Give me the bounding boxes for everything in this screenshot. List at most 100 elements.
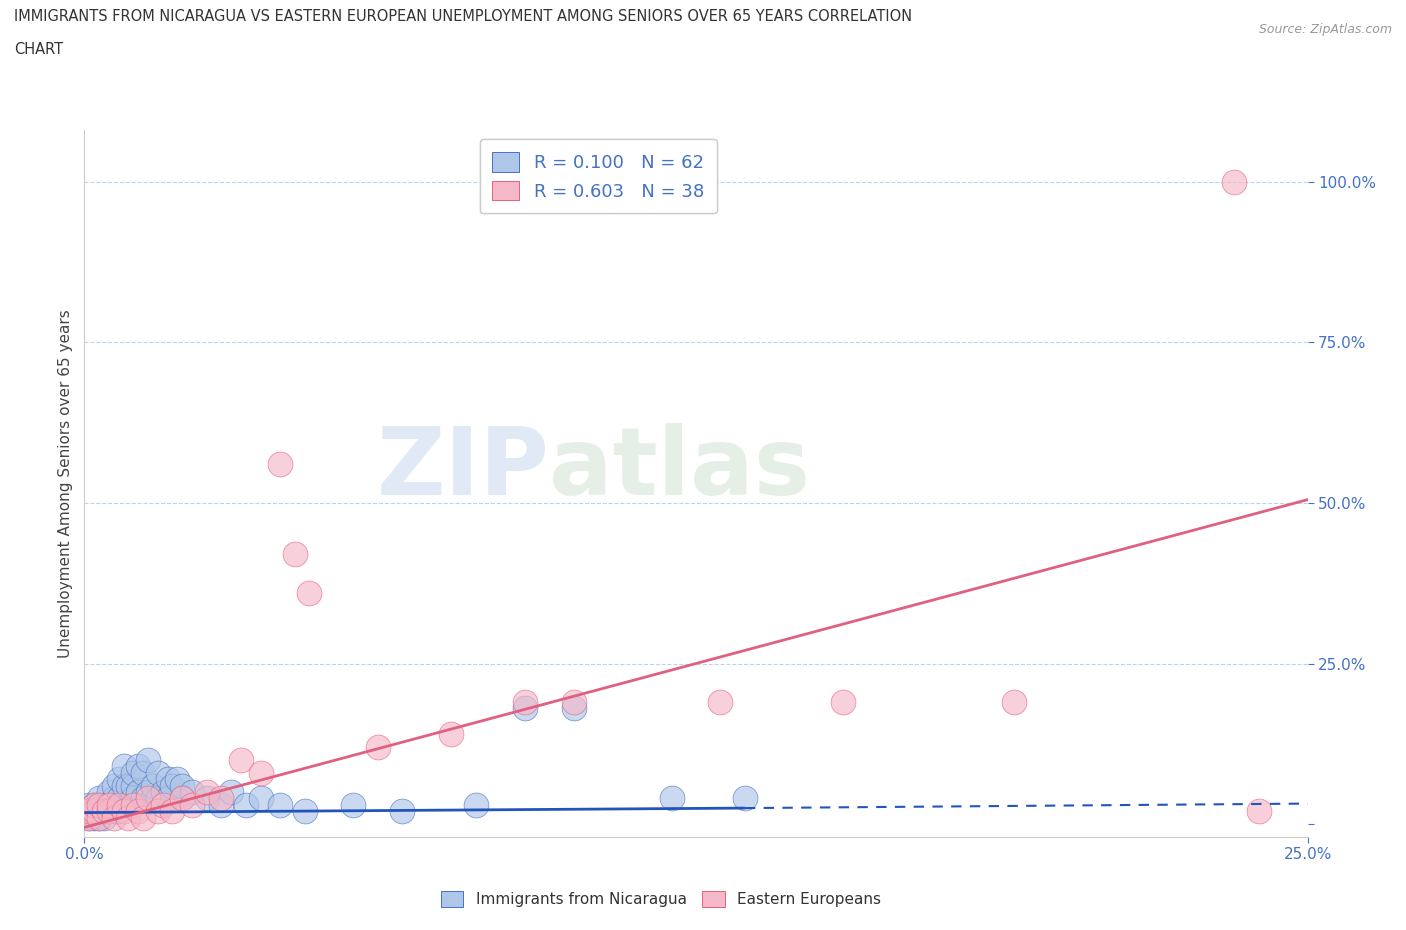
Point xyxy=(342,797,364,812)
Point xyxy=(122,765,145,780)
Point xyxy=(93,804,115,818)
Point xyxy=(112,778,135,793)
Point xyxy=(831,695,853,710)
Point xyxy=(219,785,242,800)
Point xyxy=(136,791,159,806)
Point xyxy=(122,778,145,793)
Point xyxy=(83,804,105,818)
Point xyxy=(77,797,100,812)
Point xyxy=(166,772,188,787)
Point xyxy=(181,797,204,812)
Point xyxy=(97,804,120,818)
Point xyxy=(132,765,155,780)
Point xyxy=(87,791,110,806)
Point xyxy=(464,797,486,812)
Point xyxy=(97,797,120,812)
Point xyxy=(146,791,169,806)
Point xyxy=(117,778,139,793)
Point xyxy=(152,797,174,812)
Point xyxy=(146,804,169,818)
Point xyxy=(122,791,145,806)
Point xyxy=(77,804,100,818)
Point xyxy=(107,772,129,787)
Point xyxy=(127,785,149,800)
Point xyxy=(136,785,159,800)
Point xyxy=(132,791,155,806)
Point xyxy=(249,791,271,806)
Point xyxy=(513,701,536,716)
Point xyxy=(77,810,100,825)
Point xyxy=(112,797,135,812)
Point xyxy=(156,772,179,787)
Point xyxy=(77,810,100,825)
Point xyxy=(146,765,169,780)
Point xyxy=(229,752,252,767)
Point xyxy=(112,759,135,774)
Point xyxy=(562,695,585,710)
Point xyxy=(294,804,316,818)
Point xyxy=(103,804,125,818)
Point xyxy=(440,726,463,741)
Point xyxy=(661,791,683,806)
Point xyxy=(93,804,115,818)
Point xyxy=(367,739,389,754)
Point xyxy=(391,804,413,818)
Point xyxy=(209,791,232,806)
Point xyxy=(162,778,184,793)
Point xyxy=(87,810,110,825)
Point xyxy=(107,791,129,806)
Text: ZIP: ZIP xyxy=(377,423,550,515)
Point xyxy=(562,701,585,716)
Point xyxy=(93,810,115,825)
Legend: R = 0.100   N = 62, R = 0.603   N = 38: R = 0.100 N = 62, R = 0.603 N = 38 xyxy=(479,140,717,213)
Point xyxy=(195,791,218,806)
Point xyxy=(162,804,184,818)
Text: IMMIGRANTS FROM NICARAGUA VS EASTERN EUROPEAN UNEMPLOYMENT AMONG SENIORS OVER 65: IMMIGRANTS FROM NICARAGUA VS EASTERN EUR… xyxy=(14,9,912,24)
Point xyxy=(1002,695,1025,710)
Point xyxy=(709,695,731,710)
Point xyxy=(136,752,159,767)
Point xyxy=(83,797,105,812)
Y-axis label: Unemployment Among Seniors over 65 years: Unemployment Among Seniors over 65 years xyxy=(58,310,73,658)
Text: Source: ZipAtlas.com: Source: ZipAtlas.com xyxy=(1258,23,1392,36)
Point xyxy=(83,804,105,818)
Text: atlas: atlas xyxy=(550,423,810,515)
Point xyxy=(97,785,120,800)
Point xyxy=(83,797,105,812)
Point xyxy=(107,797,129,812)
Point xyxy=(152,785,174,800)
Point xyxy=(513,695,536,710)
Point xyxy=(1223,174,1246,189)
Point xyxy=(87,797,110,812)
Point xyxy=(127,759,149,774)
Point xyxy=(87,810,110,825)
Point xyxy=(249,765,271,780)
Legend: Immigrants from Nicaragua, Eastern Europeans: Immigrants from Nicaragua, Eastern Europ… xyxy=(434,884,887,913)
Point xyxy=(112,804,135,818)
Point xyxy=(107,804,129,818)
Point xyxy=(1247,804,1270,818)
Point xyxy=(172,791,194,806)
Point xyxy=(103,791,125,806)
Point xyxy=(93,797,115,812)
Point xyxy=(209,797,232,812)
Point xyxy=(127,804,149,818)
Point xyxy=(235,797,257,812)
Point xyxy=(298,585,321,600)
Point xyxy=(172,791,194,806)
Point xyxy=(103,778,125,793)
Point xyxy=(87,797,110,812)
Point xyxy=(87,804,110,818)
Point xyxy=(284,547,307,562)
Point xyxy=(117,810,139,825)
Text: CHART: CHART xyxy=(14,42,63,57)
Point xyxy=(181,785,204,800)
Point xyxy=(132,810,155,825)
Point xyxy=(142,791,165,806)
Point xyxy=(195,785,218,800)
Point xyxy=(97,797,120,812)
Point xyxy=(103,810,125,825)
Point xyxy=(269,797,291,812)
Point xyxy=(172,778,194,793)
Point xyxy=(156,791,179,806)
